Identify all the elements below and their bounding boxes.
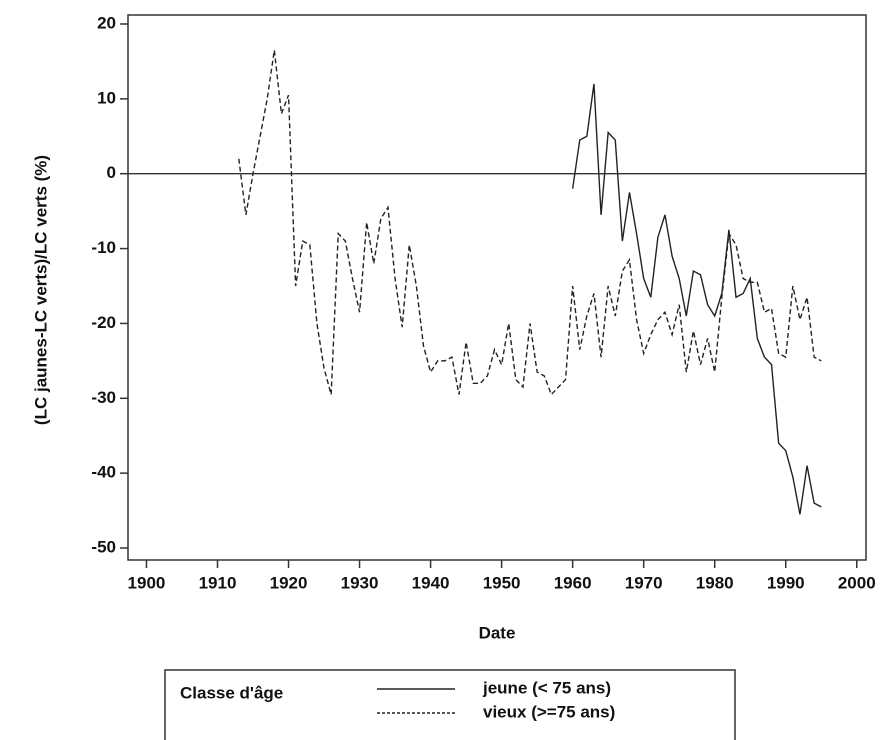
legend-box [164,669,736,740]
legend-title: Classe d'âge [180,683,283,702]
y-axis-label: (LC jaunes-LC verts)/LC verts (%) [31,155,50,425]
y-tick-label: 10 [97,88,116,107]
x-tick-label: 1990 [767,573,805,592]
x-tick-label: 1940 [412,573,450,592]
y-tick-label: -10 [91,238,116,257]
x-tick-label: 1960 [554,573,592,592]
y-tick-label: 0 [107,163,116,182]
plot-frame [127,14,867,561]
y-tick-label: -50 [91,538,116,557]
y-tick-label: -20 [91,313,116,332]
x-tick-label: 1930 [341,573,379,592]
y-tick-label: -40 [91,463,116,482]
x-tick-label: 1980 [696,573,734,592]
series-line [571,83,822,515]
series-line [238,50,822,396]
x-tick-label: 1910 [199,573,237,592]
y-tick-label: -30 [91,388,116,407]
x-tick-label: 1920 [270,573,308,592]
x-axis-label: Date [479,623,516,642]
legend-label: jeune (< 75 ans) [482,678,611,697]
x-tick-label: 1900 [128,573,166,592]
x-tick-label: 1950 [483,573,521,592]
y-tick-label: 20 [97,13,116,32]
legend-label: vieux (>=75 ans) [483,702,615,721]
x-tick-label: 2000 [838,573,876,592]
x-tick-label: 1970 [625,573,663,592]
